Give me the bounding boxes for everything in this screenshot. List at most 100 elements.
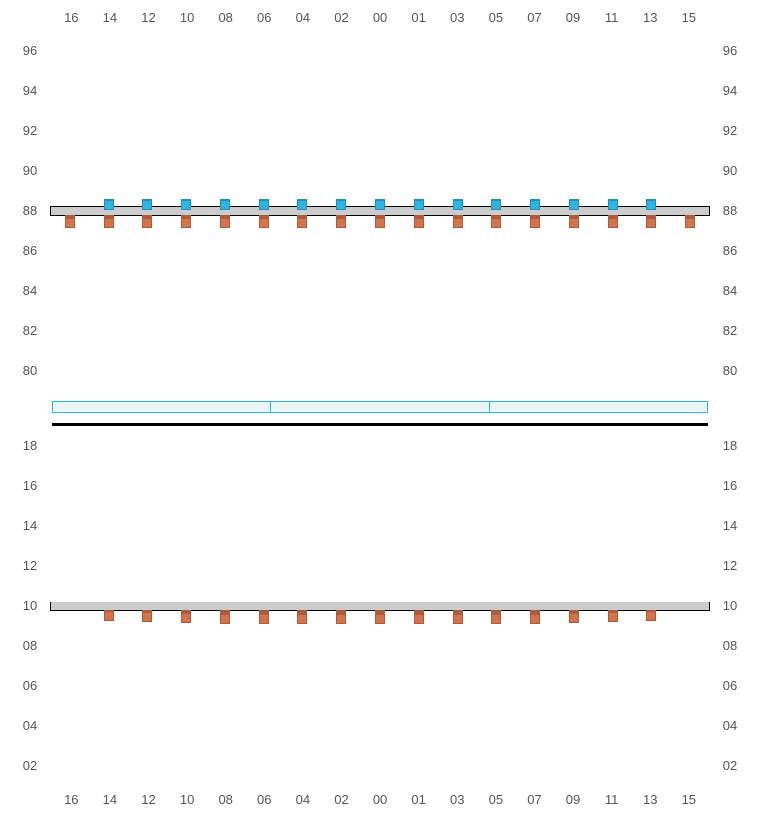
seat-cell[interactable] xyxy=(51,214,90,215)
row-label: 88 xyxy=(10,191,50,231)
seat-cell[interactable] xyxy=(206,214,245,215)
seat-marker-orange[interactable] xyxy=(104,611,114,621)
seat-cell[interactable] xyxy=(555,609,594,610)
seat-marker-orange[interactable] xyxy=(608,612,618,622)
row-label: 82 xyxy=(710,311,750,351)
seat-marker-blue[interactable] xyxy=(259,200,269,210)
seat-cell[interactable] xyxy=(206,609,245,610)
seat-marker-blue[interactable] xyxy=(142,200,152,210)
seat-cell[interactable] xyxy=(284,609,323,610)
seat-marker-orange[interactable] xyxy=(336,218,346,228)
column-label: 09 xyxy=(554,792,593,807)
seat-cell[interactable] xyxy=(632,609,671,610)
seat-marker-orange[interactable] xyxy=(297,218,307,228)
seat-cell[interactable] xyxy=(439,609,478,610)
seat-cell[interactable] xyxy=(671,609,709,610)
seat-marker-orange[interactable] xyxy=(646,218,656,228)
seat-marker-blue[interactable] xyxy=(220,200,230,210)
column-label: 07 xyxy=(515,10,554,25)
seat-marker-orange[interactable] xyxy=(491,218,501,228)
seat-marker-orange[interactable] xyxy=(259,218,269,228)
seat-marker-blue[interactable] xyxy=(491,200,501,210)
seat-marker-blue[interactable] xyxy=(569,200,579,210)
seat-cell[interactable] xyxy=(167,214,206,215)
seat-marker-blue[interactable] xyxy=(336,200,346,210)
seat-marker-blue[interactable] xyxy=(414,200,424,210)
seat-cell[interactable] xyxy=(594,214,633,215)
seat-marker-orange[interactable] xyxy=(297,614,307,624)
seat-cell[interactable] xyxy=(632,214,671,215)
seat-marker-orange[interactable] xyxy=(375,218,385,228)
seat-cell[interactable] xyxy=(400,214,439,215)
seat-cell[interactable] xyxy=(361,609,400,610)
seat-marker-blue[interactable] xyxy=(530,200,540,210)
seat-marker-orange[interactable] xyxy=(569,218,579,228)
row-label: 90 xyxy=(10,151,50,191)
row-label: 82 xyxy=(10,311,50,351)
seat-cell[interactable] xyxy=(400,609,439,610)
seat-marker-blue[interactable] xyxy=(375,200,385,210)
seat-marker-orange[interactable] xyxy=(142,218,152,228)
seat-cell[interactable] xyxy=(671,214,709,215)
seat-cell[interactable] xyxy=(555,214,594,215)
seat-marker-orange[interactable] xyxy=(65,218,75,228)
seat-marker-orange[interactable] xyxy=(181,613,191,623)
seat-marker-orange[interactable] xyxy=(375,614,385,624)
column-label: 10 xyxy=(168,792,207,807)
column-label: 01 xyxy=(399,10,438,25)
seat-marker-orange[interactable] xyxy=(220,218,230,228)
seat-cell[interactable] xyxy=(477,214,516,215)
column-label: 09 xyxy=(554,10,593,25)
seat-cell[interactable] xyxy=(284,214,323,215)
seat-cell[interactable] xyxy=(594,609,633,610)
seat-marker-orange[interactable] xyxy=(142,612,152,622)
row-label: 10 xyxy=(10,586,50,626)
column-label: 05 xyxy=(477,792,516,807)
seat-marker-blue[interactable] xyxy=(646,200,656,210)
seat-marker-blue[interactable] xyxy=(453,200,463,210)
seat-cell[interactable] xyxy=(167,609,206,610)
seat-marker-orange[interactable] xyxy=(453,614,463,624)
seat-cell[interactable] xyxy=(90,214,129,215)
seat-marker-blue[interactable] xyxy=(297,200,307,210)
seat-cell[interactable] xyxy=(516,609,555,610)
seat-marker-blue[interactable] xyxy=(104,200,114,210)
seat-marker-orange[interactable] xyxy=(646,611,656,621)
seat-cell[interactable] xyxy=(129,214,168,215)
seat-marker-orange[interactable] xyxy=(414,218,424,228)
seat-cell[interactable] xyxy=(361,214,400,215)
row-label: 14 xyxy=(10,506,50,546)
seat-marker-orange[interactable] xyxy=(685,218,695,228)
seat-marker-blue[interactable] xyxy=(181,200,191,210)
seat-cell[interactable] xyxy=(245,609,284,610)
seat-marker-blue[interactable] xyxy=(608,200,618,210)
seat-cell[interactable] xyxy=(51,609,90,610)
seat-cell[interactable] xyxy=(245,214,284,215)
row-label: 92 xyxy=(10,111,50,151)
seat-cell[interactable] xyxy=(90,609,129,610)
column-label: 14 xyxy=(91,10,130,25)
seat-cell[interactable] xyxy=(129,609,168,610)
seat-marker-orange[interactable] xyxy=(181,218,191,228)
seat-cell[interactable] xyxy=(477,609,516,610)
seat-marker-orange[interactable] xyxy=(453,218,463,228)
seat-marker-orange[interactable] xyxy=(530,218,540,228)
seat-marker-orange[interactable] xyxy=(491,614,501,624)
seat-cell[interactable] xyxy=(439,214,478,215)
seat-marker-orange[interactable] xyxy=(414,614,424,624)
row-label: 88 xyxy=(710,191,750,231)
seat-marker-orange[interactable] xyxy=(569,613,579,623)
seat-marker-orange[interactable] xyxy=(336,614,346,624)
column-label: 16 xyxy=(52,792,91,807)
seat-marker-orange[interactable] xyxy=(608,218,618,228)
divider-segment xyxy=(490,402,707,412)
column-label: 16 xyxy=(52,10,91,25)
seat-cell[interactable] xyxy=(516,214,555,215)
column-label: 02 xyxy=(322,792,361,807)
seat-marker-orange[interactable] xyxy=(259,614,269,624)
seat-marker-orange[interactable] xyxy=(104,218,114,228)
seat-cell[interactable] xyxy=(322,609,361,610)
seat-marker-orange[interactable] xyxy=(530,614,540,624)
seat-cell[interactable] xyxy=(322,214,361,215)
seat-marker-orange[interactable] xyxy=(220,614,230,624)
